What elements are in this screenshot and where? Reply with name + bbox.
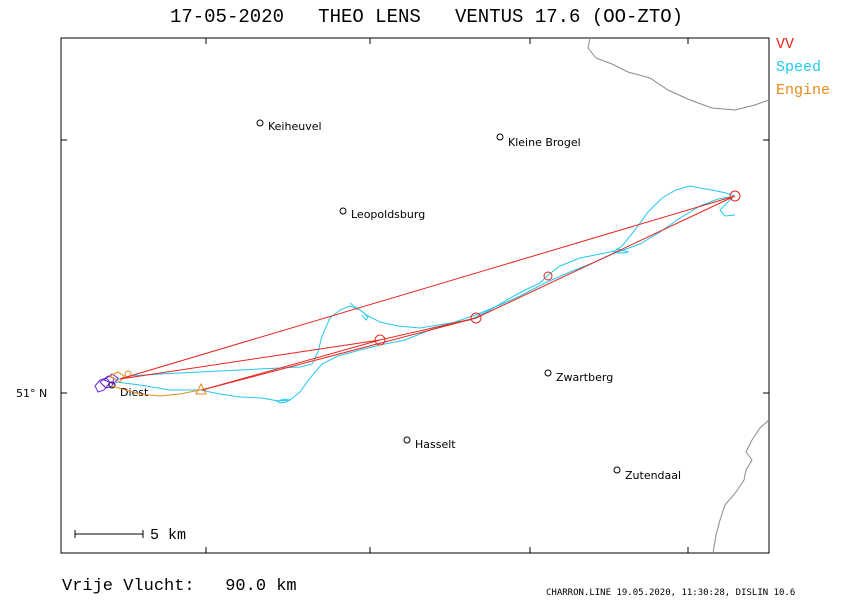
place-label: Zutendaal xyxy=(625,469,681,482)
map-frame xyxy=(60,37,770,554)
border-line-north xyxy=(587,37,770,111)
turnpoint-marker xyxy=(543,271,553,281)
scale-label: 5 km xyxy=(150,527,186,544)
turnpoint-marker xyxy=(470,312,482,324)
thermal-cluster xyxy=(349,302,369,321)
turnpoint-marker xyxy=(374,334,386,346)
place-label: Leopoldsburg xyxy=(351,208,425,221)
places: Keiheuvel Kleine Brogel Leopoldsburg Zwa… xyxy=(108,119,681,482)
place-label: Keiheuvel xyxy=(268,120,322,133)
place-keiheuvel: Keiheuvel xyxy=(256,119,322,133)
engine-start-marker xyxy=(195,382,207,395)
border-line-south xyxy=(712,419,770,554)
task-lines-vv xyxy=(119,195,736,391)
turnpoint-marker xyxy=(729,190,741,202)
place-label: Zwartberg xyxy=(556,371,613,384)
legend-item-engine: Engine xyxy=(776,82,831,99)
place-kleine-brogel: Kleine Brogel xyxy=(496,133,581,149)
flight-track-speed xyxy=(115,185,736,381)
scale-bar: 5 km xyxy=(74,527,186,544)
legend: VV Speed Engine xyxy=(776,33,830,102)
place-zutendaal: Zutendaal xyxy=(613,466,681,482)
thermal-cluster xyxy=(274,398,292,404)
place-hasselt: Hasselt xyxy=(403,436,456,451)
flight-track-engine xyxy=(111,385,206,397)
legend-item-speed: Speed xyxy=(776,59,822,76)
place-diest: Diest xyxy=(108,381,149,399)
latitude-label: 51° N xyxy=(16,387,47,400)
place-zwartberg: Zwartberg xyxy=(544,369,613,384)
start-cluster xyxy=(94,370,132,393)
free-flight-distance: Vrije Vlucht: 90.0 km xyxy=(62,577,297,596)
place-label: Kleine Brogel xyxy=(508,136,581,149)
place-leopoldsburg: Leopoldsburg xyxy=(339,207,425,221)
credits-line: CHARRON.LINE 19.05.2020, 11:30:28, DISLI… xyxy=(546,588,796,598)
place-label: Hasselt xyxy=(415,438,456,451)
turnpoints xyxy=(374,190,741,346)
flight-title: 17-05-2020 THEO LENS VENTUS 17.6 (OO-ZTO… xyxy=(169,6,684,28)
flight-track-speed-glide xyxy=(115,196,731,402)
axis-ticks xyxy=(61,38,769,553)
legend-item-vv: VV xyxy=(776,36,795,53)
